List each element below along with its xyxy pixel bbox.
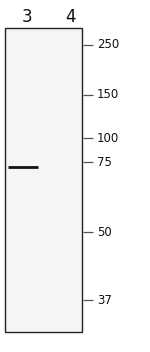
Text: 4: 4	[65, 8, 76, 26]
Text: 75: 75	[97, 156, 112, 169]
Text: 250: 250	[97, 38, 119, 51]
Text: 150: 150	[97, 88, 119, 101]
Text: 3: 3	[22, 8, 32, 26]
Bar	[5, 28, 82, 332]
Text: 100: 100	[97, 132, 119, 145]
Text: 37: 37	[97, 294, 112, 307]
Text: 50: 50	[97, 226, 112, 239]
